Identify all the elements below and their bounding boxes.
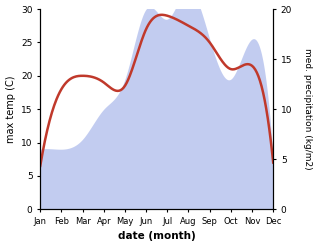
X-axis label: date (month): date (month) bbox=[118, 231, 196, 242]
Y-axis label: max temp (C): max temp (C) bbox=[5, 75, 16, 143]
Y-axis label: med. precipitation (kg/m2): med. precipitation (kg/m2) bbox=[303, 48, 313, 170]
